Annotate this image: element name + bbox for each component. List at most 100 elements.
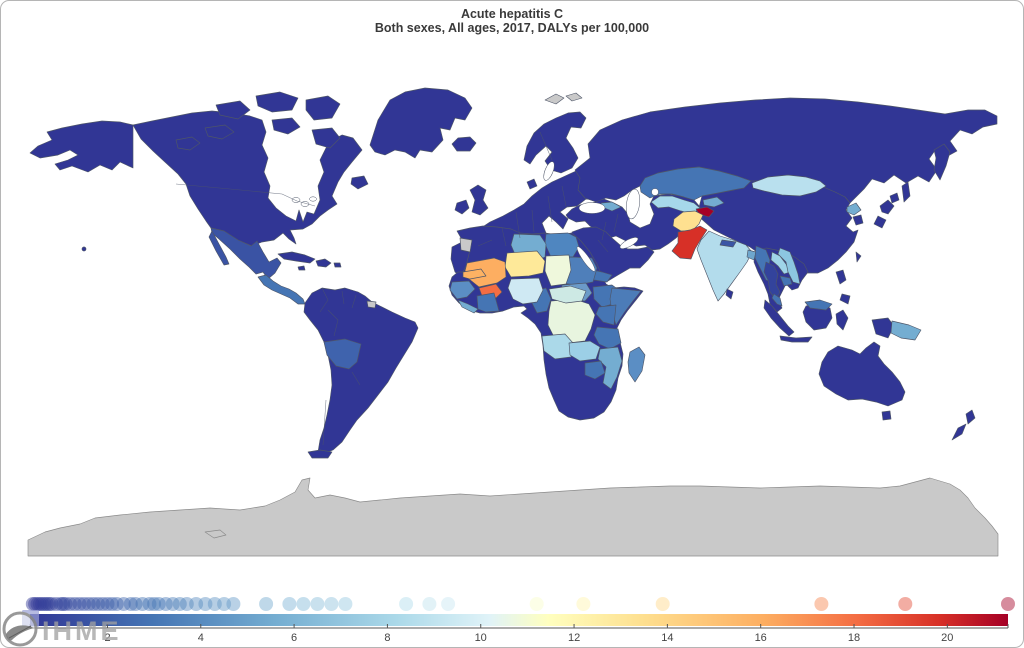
country-madagascar[interactable] [627,346,646,383]
country-jamaica[interactable] [297,265,306,271]
country-new-zealand[interactable] [951,423,967,441]
country-zambia[interactable] [568,340,601,362]
country-malaysia[interactable] [771,293,783,307]
ihme-logo-text: IHME [42,616,122,646]
country-papua-new-guinea[interactable] [890,320,922,341]
country-sri-lanka[interactable] [725,288,734,300]
legend-country-dot [576,597,591,611]
country-indonesia-sumatra[interactable] [763,299,795,337]
country-japan[interactable] [879,199,895,215]
country-cuba[interactable] [277,251,316,264]
region-sakhalin[interactable] [901,181,911,203]
country-central-african-republic[interactable] [548,285,587,304]
country-drc[interactable] [547,298,596,344]
tierra-del-fuego[interactable] [307,449,333,459]
country-kenya[interactable] [595,304,617,326]
country-egypt[interactable] [544,232,580,258]
country-mongolia[interactable] [751,174,827,197]
country-chad[interactable] [544,254,572,287]
hawaii[interactable] [81,246,87,252]
country-afghanistan[interactable] [672,210,704,232]
country-zimbabwe[interactable] [584,360,606,380]
country-puerto-rico[interactable] [333,262,342,268]
country-sierra-leone-liberia[interactable] [457,299,479,314]
country-japan[interactable] [873,215,887,229]
legend-country-dot [32,597,47,611]
country-mexico-baja[interactable] [208,230,230,266]
country-bangladesh[interactable] [746,249,757,261]
country-philippines[interactable] [835,269,847,285]
arctic-islands[interactable] [175,136,201,151]
region-kamchatka[interactable] [933,143,951,181]
legend-tick-label: 16 [755,632,767,644]
country-china[interactable] [696,180,859,274]
country-nigeria[interactable] [507,277,544,305]
legend-country-dot [158,597,173,611]
country-malaysia-borneo[interactable] [804,299,833,311]
country-south-korea[interactable] [852,214,864,226]
country-denmark[interactable] [526,178,538,190]
continent-antarctica[interactable] [27,477,999,557]
legend-tick-label: 4 [198,632,204,644]
arctic-islands[interactable] [311,127,341,149]
country-kyrgyzstan[interactable] [702,196,725,208]
country-iceland[interactable] [451,136,477,152]
country-mexico[interactable] [210,227,282,280]
arctic-islands[interactable] [255,91,299,113]
country-angola[interactable] [541,333,574,360]
arctic-islands[interactable] [215,100,251,120]
country-indonesia-sulawesi[interactable] [835,309,849,331]
country-western-sahara[interactable] [459,237,473,253]
arctic-islands[interactable] [305,95,341,121]
country-newfoundland[interactable] [350,175,369,190]
continent-south-america[interactable] [303,287,419,454]
country-guinea[interactable] [449,280,476,300]
legend-gradient-bar[interactable] [30,614,1008,626]
country-ireland[interactable] [454,199,470,215]
country-philippines[interactable] [839,293,851,305]
legend-country-dot [1001,597,1015,611]
legend-country-dot [198,597,213,611]
country-new-zealand[interactable] [965,409,976,425]
country-hispaniola[interactable] [315,258,332,268]
country-japan[interactable] [889,192,900,204]
country-bolivia[interactable] [323,338,362,370]
country-french-guiana[interactable] [366,300,377,309]
country-niger[interactable] [504,250,546,278]
antarctic-island[interactable] [204,529,227,539]
legend-country-dot [151,597,166,611]
map-water-layer [291,161,659,272]
country-senegal[interactable] [462,268,487,280]
legend-country-dot [95,597,110,611]
arctic-islands[interactable] [271,117,301,135]
black-sea [578,202,606,214]
red-sea [576,246,596,272]
country-alaska[interactable] [29,120,134,173]
legend-country-dot [28,597,43,611]
region-scandinavia[interactable] [523,111,587,174]
country-ghana-cote-divoire[interactable] [476,292,500,313]
country-cambodia[interactable] [779,275,793,287]
country-pakistan[interactable] [671,225,708,260]
legend-country-dot [310,597,325,611]
country-greenland[interactable] [369,87,473,159]
country-nepal[interactable] [719,239,737,248]
country-somalia[interactable] [609,287,642,326]
country-uk[interactable] [469,184,489,216]
legend-country-dot [147,597,162,611]
legend-country-dot [296,597,311,611]
country-india[interactable] [696,230,753,302]
country-tasmania[interactable] [881,410,892,421]
country-vietnam[interactable] [777,247,801,285]
country-taiwan[interactable] [855,251,862,263]
country-indonesia-papua[interactable] [871,317,895,339]
country-indonesia-java[interactable] [779,335,813,343]
country-north-korea[interactable] [846,202,862,216]
country-kazakhstan[interactable] [639,166,752,201]
country-australia[interactable] [818,341,906,407]
region-svalbard[interactable] [565,92,583,102]
region-central-america[interactable] [257,274,306,305]
region-svalbard[interactable] [544,93,565,105]
country-thailand[interactable] [763,261,781,301]
arctic-islands[interactable] [204,124,235,140]
